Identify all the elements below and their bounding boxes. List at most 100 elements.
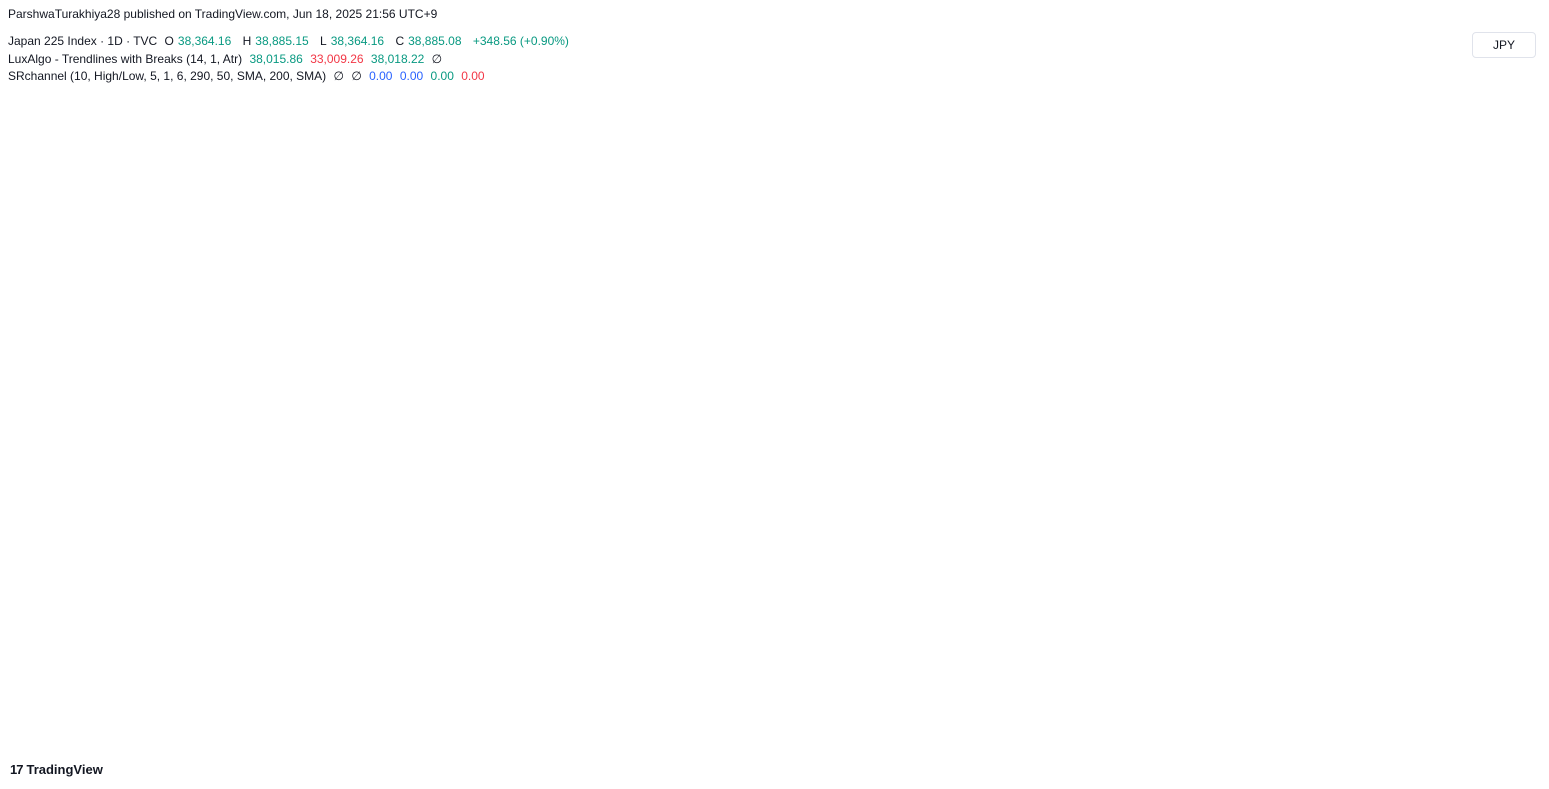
time-tick-label: 2025 (761, 735, 785, 747)
candle-body (270, 197, 274, 218)
candle-body (1111, 394, 1116, 421)
break-marker (614, 265, 628, 282)
time-axis: Jun Jul Aug Sep Oct Nov Dec 2025 Feb Mar Apr May Jun… (8, 735, 1537, 753)
break-marker (779, 239, 793, 256)
candle-body (919, 275, 924, 291)
candle-body (820, 202, 825, 229)
indicator-legend-srchannel[interactable]: SRchannel (10, High/Low, 5, 1, 6, 290, 5… (8, 69, 489, 83)
candle-body (826, 217, 831, 229)
candle-body (653, 259, 658, 291)
indicator-value: 0.00 (461, 69, 485, 83)
candle-body (901, 249, 905, 270)
candle-body (121, 243, 126, 260)
candle-body (300, 254, 305, 291)
indicator-value: 0.00 (369, 69, 393, 83)
candle-body (263, 170, 268, 197)
candle-body (220, 113, 225, 130)
candle-body (876, 223, 881, 255)
candle-body (288, 275, 293, 307)
candle-body (752, 176, 757, 203)
candle-body (449, 379, 454, 421)
tradingview-logo-icon: 17 (10, 762, 24, 777)
support-zone (8, 269, 1467, 299)
candle-body (511, 275, 515, 291)
symbol-name[interactable]: Japan 225 Index · 1D · TVC (8, 34, 158, 48)
candle-body (1099, 415, 1103, 447)
candle-body (1000, 285, 1004, 307)
candle-body (597, 233, 602, 291)
candle-body (672, 269, 676, 276)
candle-body (331, 524, 336, 598)
indicator-value: ∅ (351, 69, 362, 83)
candle-body (492, 254, 497, 265)
trendline (47, 243, 219, 310)
time-tick-label: Apr (1036, 735, 1053, 747)
candle-body (678, 264, 683, 276)
candle-body (10, 290, 14, 296)
trendline (407, 358, 541, 449)
grid (8, 20, 1467, 728)
break-marker (898, 247, 912, 264)
tradingview-logo[interactable]: 17 TradingView (10, 762, 103, 777)
time-tick-label: Nov (580, 735, 600, 747)
time-tick-label: Mar (942, 735, 961, 747)
candle-body (369, 321, 373, 354)
candle-body (1235, 280, 1239, 302)
candle-body (294, 290, 299, 307)
candle-body (1043, 514, 1048, 604)
candle-body (257, 155, 262, 171)
price-tick-label: 33,000.00 (1479, 551, 1528, 563)
candle-body (839, 212, 843, 224)
candle-body (498, 212, 503, 255)
trendline (1004, 304, 1144, 424)
trendline (296, 571, 403, 652)
candle-body (1012, 321, 1017, 380)
candle-body (647, 223, 652, 260)
break-marker (451, 305, 465, 322)
candle-body (548, 223, 553, 239)
candle-body (406, 269, 410, 281)
candle-body (969, 327, 973, 354)
candle-body (158, 259, 163, 281)
candle-body (1092, 446, 1097, 473)
currency-button[interactable]: JPY (1472, 32, 1536, 58)
candle-body (183, 207, 188, 213)
candle-body (22, 280, 27, 302)
candle-body (1037, 415, 1041, 515)
trendline (544, 274, 651, 326)
candle-body (864, 238, 868, 250)
price-label-text: 33,009.26 (1478, 551, 1527, 563)
candle-body (765, 217, 769, 224)
indicator-value: 38,015.86 (249, 52, 303, 66)
candle-body (282, 238, 287, 276)
candle-body (480, 285, 485, 312)
candle-body (1260, 269, 1264, 291)
candle-body (604, 290, 608, 302)
candle-body (430, 311, 435, 328)
trendline (1147, 289, 1201, 319)
candle-body (758, 202, 763, 218)
sr-zones (8, 170, 1467, 671)
candle-body (771, 223, 775, 250)
price-tick-label: 31,000.00 (1479, 655, 1528, 667)
candle-body (16, 290, 20, 302)
candle-body (189, 212, 194, 229)
brand-name: TradingView (26, 762, 103, 777)
candle-body (888, 228, 893, 234)
candle-body (1241, 275, 1246, 281)
candle-body (133, 254, 138, 270)
support-zone (8, 652, 1467, 671)
candle-body (560, 228, 565, 250)
trendline-projection (1199, 381, 1468, 561)
time-tick-label: Oct (485, 735, 502, 747)
break-marker (110, 283, 124, 300)
candle-body (993, 285, 998, 302)
candle-body (622, 228, 627, 260)
indicator-legend-trendlines[interactable]: LuxAlgo - Trendlines with Breaks (14, 1,… (8, 52, 446, 66)
price-tick-label: 37,000.00 (1479, 343, 1528, 355)
price-label-badge (1469, 286, 1535, 305)
candle-body (635, 212, 639, 244)
candle-body (1216, 280, 1221, 307)
